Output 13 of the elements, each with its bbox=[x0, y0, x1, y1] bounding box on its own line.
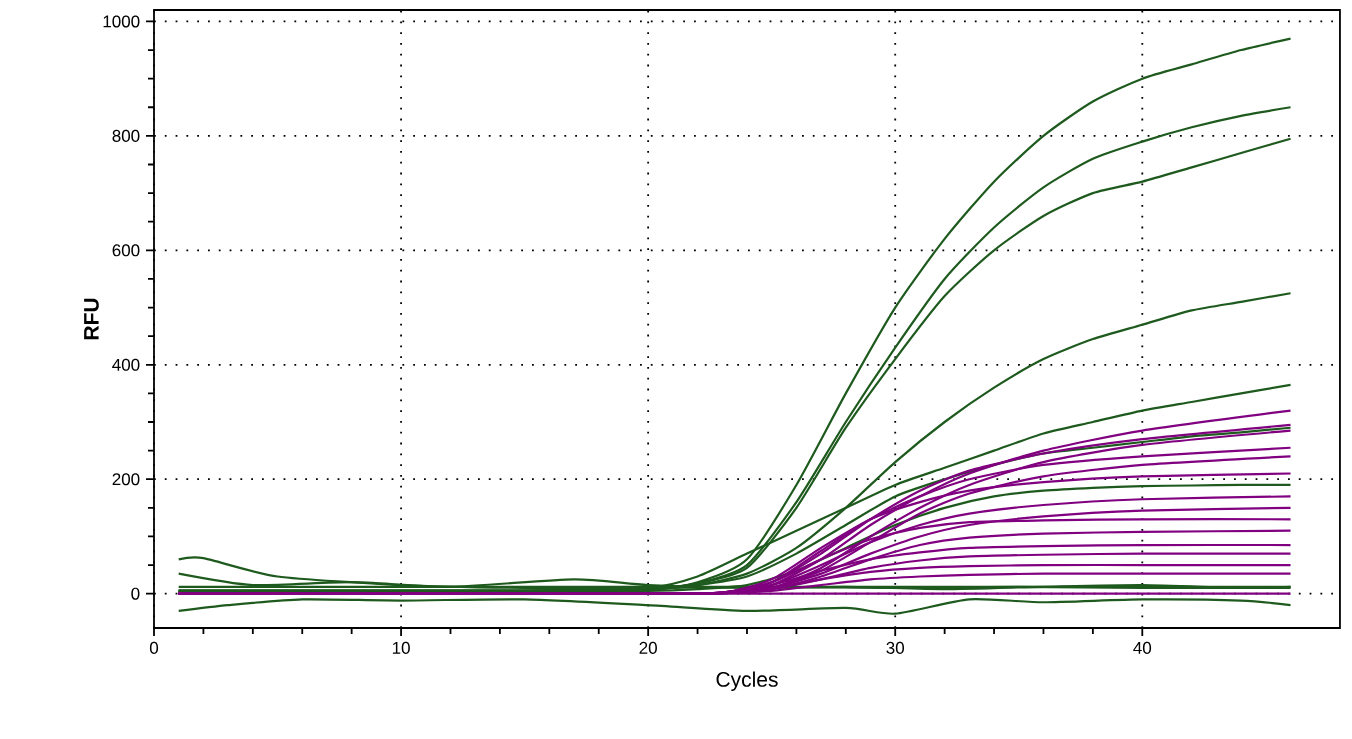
y-tick-label: 600 bbox=[112, 244, 140, 257]
y-tick-label: 400 bbox=[112, 358, 140, 371]
y-tick-label: 1000 bbox=[103, 15, 140, 28]
x-axis-title: Cycles bbox=[716, 671, 778, 692]
x-tick-label: 40 bbox=[1133, 641, 1152, 654]
x-tick-label: 30 bbox=[886, 641, 905, 654]
x-tick-label: 0 bbox=[149, 641, 159, 654]
x-tick-label: 20 bbox=[639, 641, 657, 654]
y-tick-label: 800 bbox=[112, 129, 140, 142]
y-axis-title: RFU bbox=[84, 298, 99, 340]
x-tick-label: 10 bbox=[392, 641, 410, 654]
y-tick-label: 0 bbox=[131, 587, 140, 600]
y-tick-label: 200 bbox=[112, 473, 140, 486]
